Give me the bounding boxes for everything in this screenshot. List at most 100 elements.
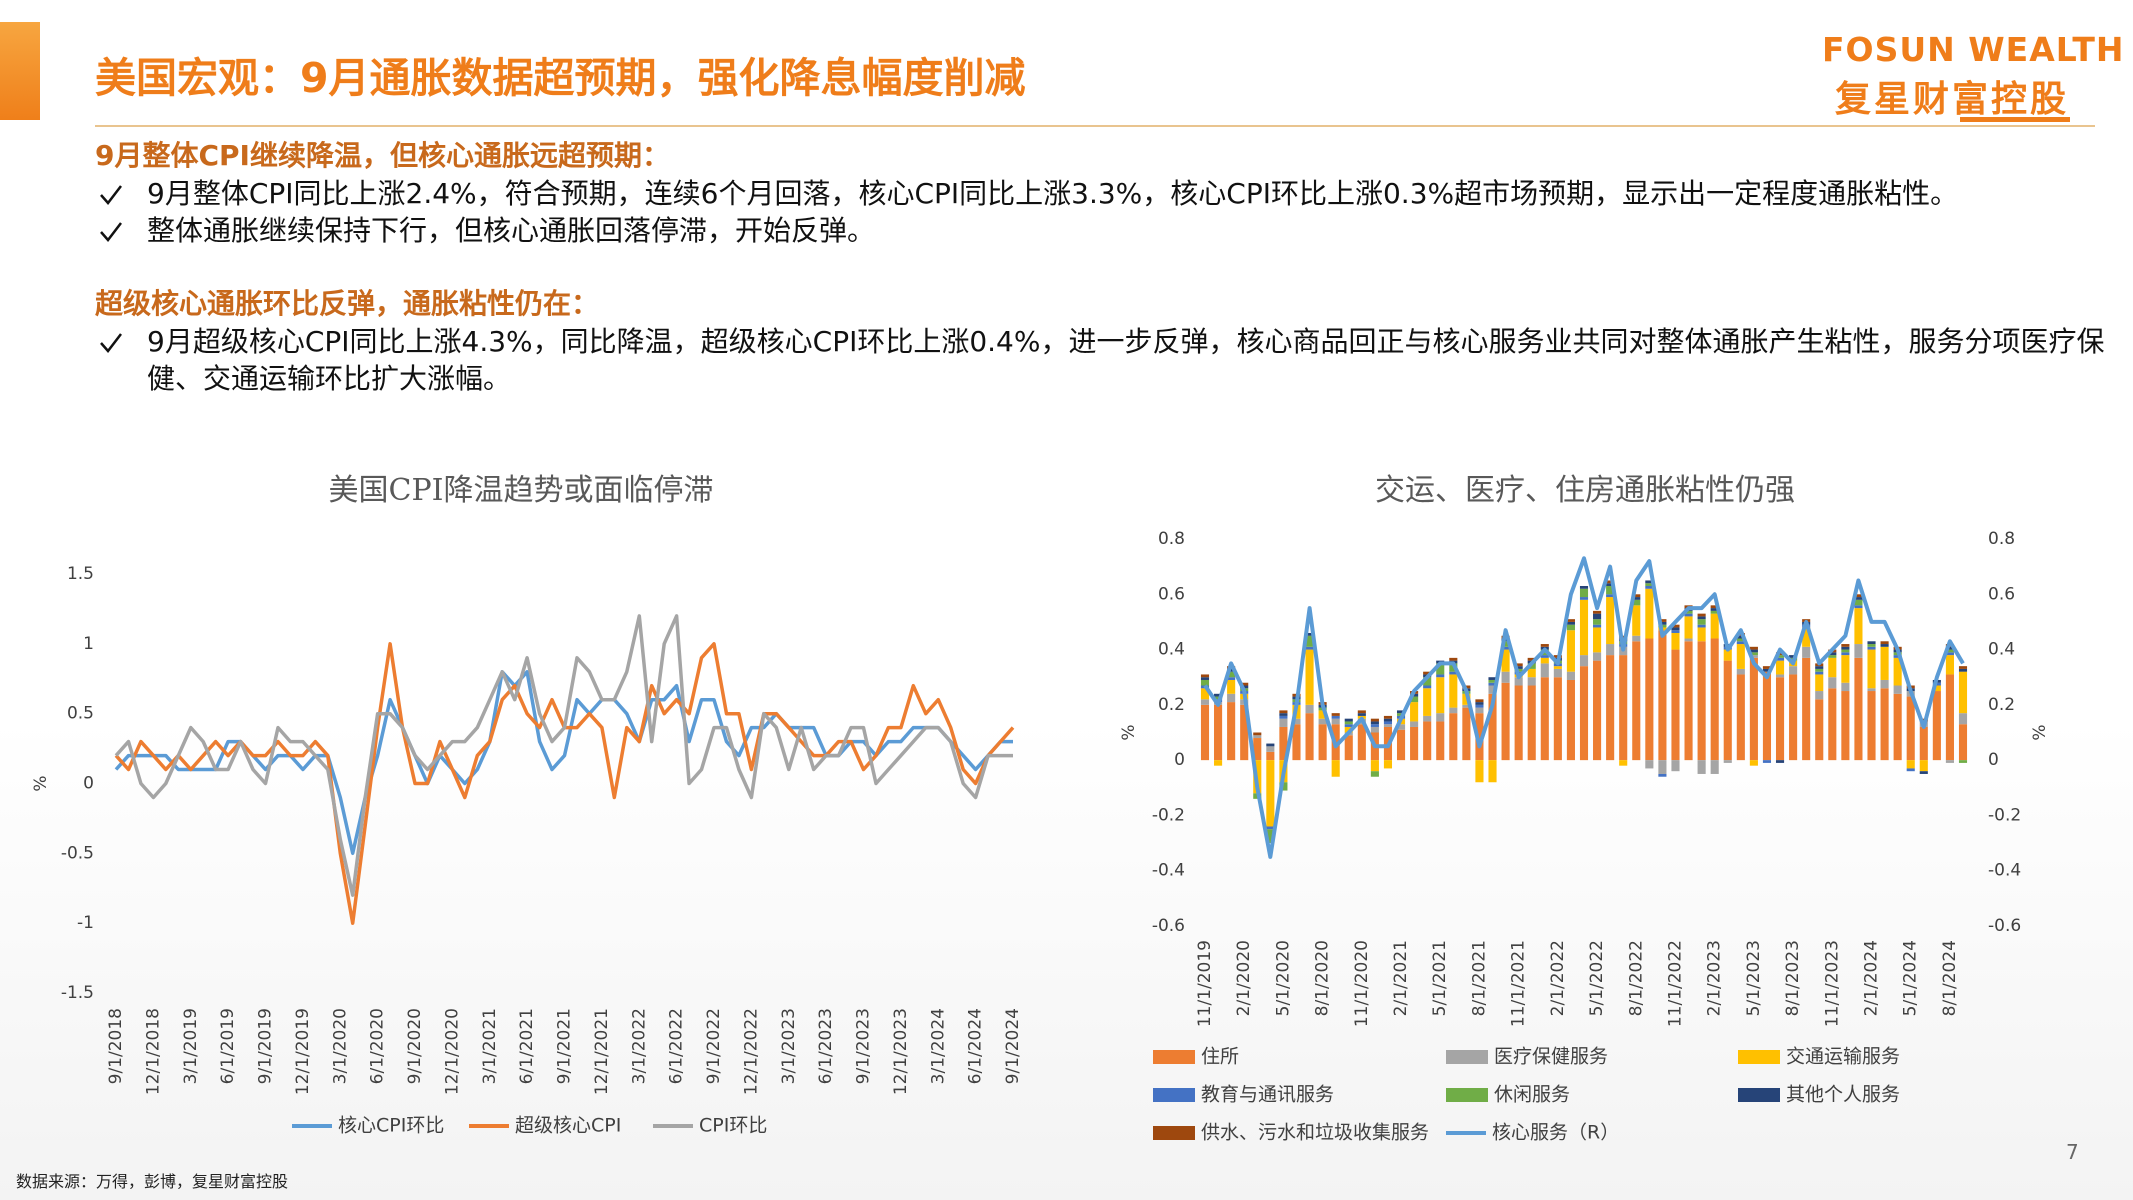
bar bbox=[1318, 710, 1327, 719]
x-tick-label: 8/1/2023 bbox=[1783, 940, 1803, 1016]
legend-label: 住所 bbox=[1201, 1046, 1239, 1068]
bar bbox=[1593, 627, 1602, 653]
bar bbox=[1501, 646, 1510, 650]
bullet: 9月超级核心CPI同比上涨4.3%，同比降温，超级核心CPI环比上涨0.4%，进… bbox=[95, 323, 2107, 397]
bar bbox=[1893, 657, 1902, 686]
bar bbox=[1344, 721, 1353, 725]
bar bbox=[1514, 677, 1523, 686]
x-tick-label: 8/1/2024 bbox=[1940, 940, 1960, 1016]
bar bbox=[1658, 621, 1667, 625]
bar bbox=[1344, 735, 1353, 761]
bar bbox=[1919, 771, 1928, 774]
y-tick-label: -0.2 bbox=[1152, 805, 1185, 825]
bar bbox=[1305, 704, 1314, 714]
x-tick-label: 3/1/2021 bbox=[480, 1008, 500, 1084]
bar bbox=[1945, 646, 1954, 650]
bar bbox=[1684, 613, 1693, 617]
x-tick-label: 2/1/2024 bbox=[1862, 940, 1882, 1016]
bar bbox=[1645, 580, 1654, 584]
y-tick-label: -1 bbox=[77, 913, 94, 933]
y2-tick-label: -0.6 bbox=[1988, 916, 2021, 936]
bar bbox=[1854, 605, 1863, 609]
section-heading: 9月整体CPI继续降温，但核心通胀远超预期： bbox=[95, 139, 670, 172]
bar bbox=[1958, 671, 1968, 714]
bar bbox=[1893, 655, 1902, 658]
x-tick-label: 6/1/2024 bbox=[966, 1008, 986, 1084]
bar bbox=[1854, 644, 1863, 658]
y-tick-label: 0.8 bbox=[1158, 529, 1185, 549]
bar bbox=[1854, 594, 1863, 598]
bullet-text: 整体通胀继续保持下行，但核心通胀回落停滞，开始反弹。 bbox=[147, 214, 876, 247]
bar bbox=[1462, 704, 1471, 708]
bullet-text: 9月超级核心CPI同比上涨4.3%，同比降温，超级核心CPI环比上涨0.4%，进… bbox=[147, 325, 2105, 395]
x-tick-label: 5/1/2021 bbox=[1430, 940, 1450, 1016]
bar bbox=[1579, 666, 1589, 761]
bar bbox=[1227, 679, 1236, 694]
bar bbox=[1423, 677, 1432, 686]
check-icon bbox=[100, 222, 122, 242]
bar bbox=[1396, 729, 1406, 761]
bar bbox=[1357, 724, 1366, 761]
bar bbox=[1723, 649, 1732, 661]
bar bbox=[1710, 638, 1719, 761]
bar bbox=[1240, 682, 1249, 686]
legend-swatch bbox=[1153, 1126, 1195, 1140]
legend-swatch bbox=[1153, 1050, 1195, 1064]
bar bbox=[1266, 760, 1275, 827]
bar bbox=[1945, 655, 1954, 675]
bar bbox=[1593, 610, 1602, 614]
bar bbox=[1710, 760, 1719, 774]
bar bbox=[1606, 597, 1615, 645]
x-tick-label: 6/1/2020 bbox=[368, 1008, 388, 1084]
bar bbox=[1841, 691, 1850, 761]
y-tick-label: 0 bbox=[1174, 750, 1185, 770]
bar bbox=[1789, 655, 1798, 658]
bar bbox=[1828, 688, 1837, 761]
bar bbox=[1867, 646, 1876, 650]
bar bbox=[1449, 713, 1458, 761]
bar bbox=[1410, 696, 1419, 703]
bar bbox=[1383, 724, 1393, 727]
bar bbox=[1880, 679, 1889, 689]
bar bbox=[1200, 699, 1210, 705]
bar bbox=[1684, 610, 1693, 614]
bar bbox=[1684, 638, 1693, 642]
bar bbox=[1775, 760, 1785, 763]
bar bbox=[1736, 641, 1745, 645]
bar bbox=[1593, 624, 1602, 628]
bar bbox=[1553, 668, 1562, 678]
bar bbox=[1279, 713, 1288, 716]
bar bbox=[1775, 655, 1785, 658]
bar bbox=[1828, 652, 1837, 656]
x-tick-label: 12/1/2018 bbox=[143, 1008, 163, 1095]
y2-tick-label: 0 bbox=[1988, 750, 1999, 770]
bar bbox=[1292, 724, 1301, 761]
bar bbox=[1396, 710, 1406, 714]
legend-label: 交通运输服务 bbox=[1786, 1046, 1900, 1068]
series-line bbox=[114, 614, 1013, 897]
bar bbox=[1383, 718, 1393, 722]
bar bbox=[1305, 646, 1314, 650]
bar bbox=[1749, 649, 1758, 653]
bar bbox=[1632, 641, 1641, 761]
bar bbox=[1671, 632, 1680, 650]
bar bbox=[1958, 668, 1968, 672]
x-tick-label: 11/1/2020 bbox=[1352, 940, 1372, 1027]
bar bbox=[1423, 688, 1432, 716]
y-tick-label: 0.4 bbox=[1158, 640, 1185, 660]
bar bbox=[1527, 657, 1536, 661]
bar bbox=[1736, 635, 1745, 639]
legend-label: 休闲服务 bbox=[1494, 1084, 1570, 1106]
bar bbox=[1815, 666, 1824, 669]
chart-title: 美国CPI降温趋势或面临停滞 bbox=[329, 473, 714, 508]
bar bbox=[1619, 655, 1628, 761]
x-tick-label: 12/1/2023 bbox=[891, 1008, 911, 1095]
bar bbox=[1331, 760, 1340, 777]
bullet: 9月整体CPI同比上涨2.4%，符合预期，连续6个月回落，核心CPI同比上涨3.… bbox=[95, 175, 2107, 212]
bar bbox=[1841, 646, 1850, 650]
bar bbox=[1331, 718, 1340, 725]
bar bbox=[1645, 585, 1654, 589]
bar bbox=[1566, 630, 1575, 672]
x-tick-label: 2/1/2021 bbox=[1391, 940, 1411, 1016]
x-tick-label: 12/1/2021 bbox=[592, 1008, 612, 1095]
